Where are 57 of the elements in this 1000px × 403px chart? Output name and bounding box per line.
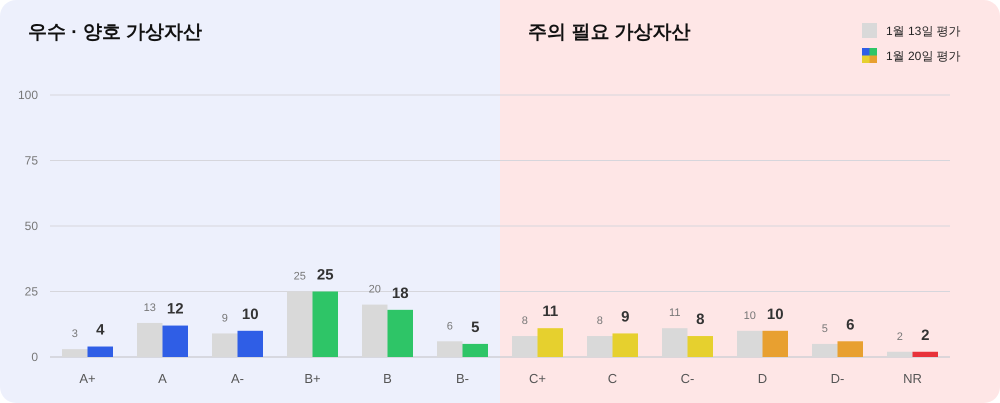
x-tick-label: B- <box>456 371 469 386</box>
data-label: 9 <box>222 312 228 324</box>
bar <box>688 336 713 357</box>
data-label: 10 <box>242 306 259 323</box>
data-label: 11 <box>542 303 558 320</box>
bar <box>162 326 188 357</box>
data-label: 11 <box>669 307 680 320</box>
bar <box>538 328 563 357</box>
legend-label: 1월 13일 평가 <box>886 24 961 38</box>
x-tick-label: NR <box>903 371 922 386</box>
data-label: 5 <box>822 322 828 335</box>
data-label: 2 <box>896 330 903 343</box>
y-tick-label: 100 <box>18 88 38 102</box>
data-label: 3 <box>72 328 78 340</box>
x-tick-label: B <box>383 371 392 386</box>
data-label: 2 <box>921 326 930 344</box>
data-label: 18 <box>392 284 409 302</box>
bar <box>838 341 863 357</box>
data-label: 8 <box>596 315 603 328</box>
bar <box>612 333 638 357</box>
data-label: 10 <box>766 306 784 323</box>
x-tick-label: C+ <box>529 371 546 386</box>
y-tick-label: 50 <box>24 219 38 234</box>
data-label: 9 <box>621 308 630 326</box>
x-tick-label: B+ <box>304 371 321 386</box>
y-tick-label: 25 <box>24 284 38 299</box>
x-tick-label: C- <box>680 371 694 386</box>
y-tick-label: 0 <box>31 350 38 364</box>
x-tick-label: A+ <box>79 371 96 386</box>
data-label: 20 <box>368 284 381 296</box>
x-tick-label: A- <box>231 371 244 386</box>
bar <box>912 352 938 357</box>
data-label: 10 <box>744 310 756 322</box>
bar <box>88 346 113 357</box>
bar <box>238 330 263 357</box>
data-label: 8 <box>522 315 528 328</box>
data-label: 12 <box>166 300 184 318</box>
x-tick-label: D <box>758 371 768 386</box>
bar <box>762 330 788 357</box>
legend-label: 1월 20일 평가 <box>886 49 961 64</box>
data-label: 13 <box>144 302 156 314</box>
data-label: 6 <box>846 316 854 334</box>
data-label: 4 <box>96 322 106 339</box>
data-label: 25 <box>316 266 334 284</box>
data-label: 25 <box>294 270 306 282</box>
data-label: 5 <box>471 318 480 336</box>
data-label: 8 <box>696 311 704 328</box>
bar <box>462 344 488 357</box>
x-tick-label: A <box>158 371 168 386</box>
x-tick-label: C <box>608 371 618 386</box>
band-label: 주의 필요 가상자산 <box>528 22 691 43</box>
y-tick-label: 75 <box>24 154 38 168</box>
bar <box>312 292 338 357</box>
data-label: 6 <box>446 320 453 332</box>
x-tick-label: D- <box>830 371 844 386</box>
band-label: 우수 · 양호 가상자산 <box>28 22 202 43</box>
bar <box>388 310 413 357</box>
